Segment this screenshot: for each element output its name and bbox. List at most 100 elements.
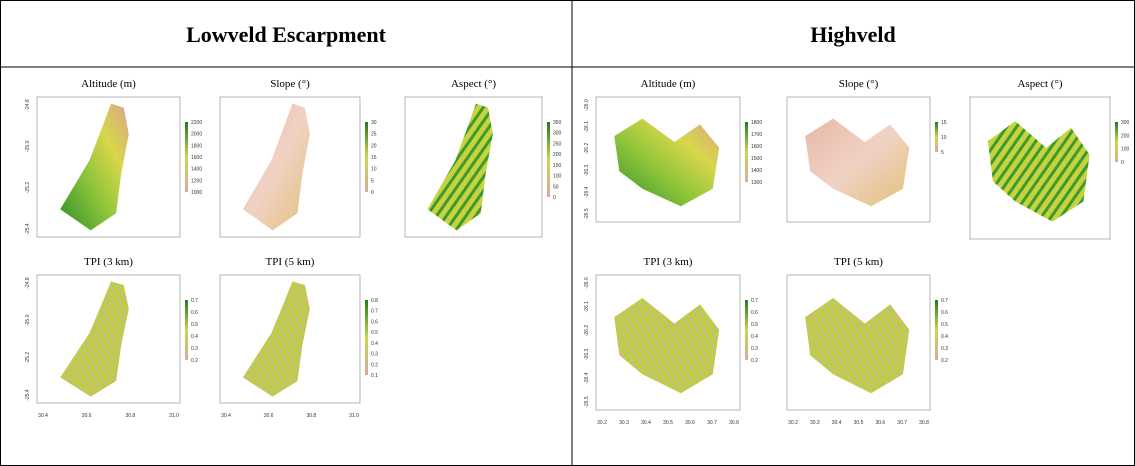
x-tick-label: 31.0 [169,413,179,419]
x-tick-label: 30.5 [663,420,673,426]
y-tick-label: -26.3 [584,348,590,360]
legend-label: 0.2 [191,358,198,364]
y-tick-label: -25.0 [25,314,31,326]
legend-label: 0.2 [751,358,758,364]
legend-label: 100 [1121,147,1130,153]
legend-label: 15 [371,155,377,161]
legend-label: 0.4 [371,341,378,347]
panel-title: Altitude (m) [641,78,696,90]
legend-label: 300 [1121,120,1130,126]
legend-label: 1600 [751,144,762,150]
map-raster [805,119,909,207]
x-tick-label: 30.4 [832,420,842,426]
legend-bar [745,300,748,360]
legend-label: 1200 [191,178,202,184]
legend-label: 50 [553,184,559,190]
legend-label: 1600 [191,155,202,161]
legend-label: 10 [941,135,947,141]
legend-label: 1000 [191,190,202,196]
legend-label: 0.7 [191,298,198,304]
x-tick-label: 30.3 [619,420,629,426]
legend-label: 1800 [751,120,762,126]
legend-label: 0.5 [191,322,198,328]
legend-label: 0.4 [191,334,198,340]
map-raster [614,298,719,393]
x-tick-label: 30.8 [919,420,929,426]
x-tick-label: 30.6 [875,420,885,426]
legend-bar [935,300,938,360]
y-tick-label: -24.8 [25,277,31,289]
y-tick-label: -26.4 [584,186,590,198]
legend-label: 10 [371,167,377,173]
y-tick-label: -26.0 [584,277,590,289]
legend-bar [547,122,550,197]
legend-label: 1400 [191,167,202,173]
map-raster [60,104,129,231]
table-border [1,1,1135,466]
map-raster [243,281,310,396]
legend-label: 1300 [751,180,762,186]
legend-label: 200 [1121,133,1130,139]
x-tick-label: 30.4 [38,413,48,419]
panel-title: Slope (°) [839,78,879,90]
legend-label: 0.6 [191,310,198,316]
x-tick-label: 30.2 [788,420,798,426]
legend-label: 0.6 [941,310,948,316]
legend-label: 15 [941,120,947,126]
panel-title: TPI (5 km) [266,256,315,268]
legend-label: 0.6 [751,310,758,316]
y-tick-label: -26.3 [584,164,590,176]
panel-title: Aspect (°) [1017,78,1062,90]
y-tick-label: -26.5 [584,396,590,408]
x-tick-label: 30.7 [897,420,907,426]
legend-label: 100 [553,174,562,180]
x-tick-label: 30.8 [306,413,316,419]
legend-label: 0.6 [371,319,378,325]
x-tick-label: 30.8 [125,413,135,419]
y-tick-label: -26.2 [584,143,590,155]
y-tick-label: -26.0 [584,99,590,111]
panel-title: TPI (3 km) [84,256,133,268]
legend-label: 20 [371,143,377,149]
legend-label: 2200 [191,120,202,126]
legend-label: 2000 [191,132,202,138]
map-raster [243,104,310,231]
column-title: Lowveld Escarpment [186,22,387,47]
legend-label: 1500 [751,156,762,162]
y-tick-label: -25.4 [25,389,31,401]
legend-label: 0.2 [941,358,948,364]
map-raster [60,281,129,396]
y-tick-label: -25.0 [25,140,31,152]
legend-label: 0.8 [371,298,378,304]
legend-label: 0.3 [751,346,758,352]
panel-title: TPI (5 km) [834,256,883,268]
legend-label: 0.4 [751,334,758,340]
legend-label: 0.7 [371,309,378,315]
column-title: Highveld [810,22,896,47]
legend-bar [935,122,938,152]
y-tick-label: -25.4 [25,223,31,235]
legend-bar [185,300,188,360]
legend-bar [745,122,748,182]
legend-label: 0.5 [371,330,378,336]
panel-title: TPI (3 km) [644,256,693,268]
legend-label: 0.7 [941,298,948,304]
x-tick-label: 30.2 [597,420,607,426]
x-tick-label: 30.6 [685,420,695,426]
x-tick-label: 30.4 [641,420,651,426]
y-tick-label: -26.4 [584,372,590,384]
legend-bar [185,122,188,192]
legend-label: 0.5 [941,322,948,328]
x-tick-label: 30.5 [854,420,864,426]
legend-label: 5 [371,178,374,184]
x-tick-label: 31.0 [349,413,359,419]
legend-label: 25 [371,132,377,138]
legend-label: 0 [553,195,556,201]
legend-label: 350 [553,120,562,126]
legend-label: 0.5 [751,322,758,328]
x-tick-label: 30.7 [707,420,717,426]
y-tick-label: -26.2 [584,325,590,337]
legend-label: 150 [553,163,562,169]
legend-bar [1115,122,1118,162]
legend-label: 0.4 [941,334,948,340]
